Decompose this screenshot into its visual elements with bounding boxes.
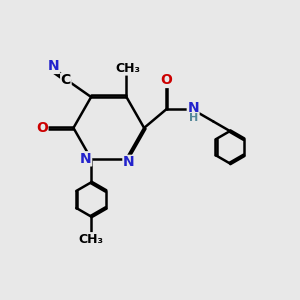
Text: C: C [61, 73, 71, 87]
Text: O: O [161, 74, 172, 87]
Text: CH₃: CH₃ [79, 233, 104, 246]
Text: N: N [123, 155, 135, 170]
Text: N: N [48, 59, 59, 74]
Text: H: H [188, 113, 198, 123]
Text: N: N [188, 100, 199, 115]
Text: N: N [80, 152, 92, 166]
Text: CH₃: CH₃ [116, 62, 140, 75]
Text: O: O [36, 121, 48, 135]
